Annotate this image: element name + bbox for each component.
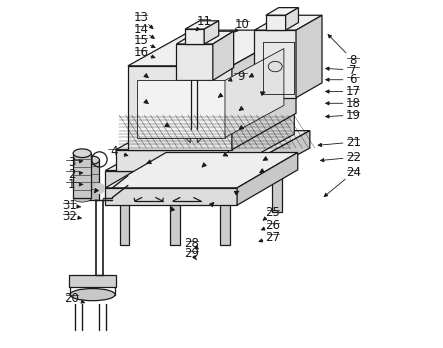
Polygon shape <box>176 31 233 44</box>
Text: 15: 15 <box>134 34 148 47</box>
Polygon shape <box>296 15 322 98</box>
Polygon shape <box>185 29 204 44</box>
Polygon shape <box>286 8 299 30</box>
Polygon shape <box>225 48 284 137</box>
Polygon shape <box>105 171 237 188</box>
Circle shape <box>94 183 105 194</box>
Text: 8: 8 <box>350 54 357 67</box>
Polygon shape <box>232 30 296 150</box>
Text: 16: 16 <box>134 46 148 59</box>
Ellipse shape <box>70 288 115 301</box>
Polygon shape <box>197 127 202 143</box>
Text: 17: 17 <box>346 85 361 98</box>
Text: 7: 7 <box>350 64 357 77</box>
Polygon shape <box>170 188 179 245</box>
Polygon shape <box>176 44 213 80</box>
Text: 21: 21 <box>346 136 361 149</box>
Polygon shape <box>128 30 296 66</box>
Text: 18: 18 <box>346 97 361 110</box>
Text: 27: 27 <box>265 231 280 244</box>
Polygon shape <box>237 130 310 188</box>
Text: 1: 1 <box>68 178 75 191</box>
Text: 28: 28 <box>185 237 199 250</box>
Polygon shape <box>220 188 230 245</box>
Ellipse shape <box>82 156 100 165</box>
Polygon shape <box>204 21 219 44</box>
Text: 6: 6 <box>350 73 357 86</box>
Ellipse shape <box>73 149 91 158</box>
Text: 9: 9 <box>237 70 244 83</box>
Polygon shape <box>266 8 299 15</box>
Ellipse shape <box>268 61 282 72</box>
Text: 4: 4 <box>110 145 118 158</box>
Polygon shape <box>213 31 233 80</box>
Polygon shape <box>105 152 298 188</box>
Polygon shape <box>180 124 208 130</box>
Text: 19: 19 <box>346 109 361 121</box>
Text: 20: 20 <box>64 292 79 304</box>
Text: 2: 2 <box>68 167 75 181</box>
Text: 3: 3 <box>68 156 75 169</box>
Text: 25: 25 <box>265 206 280 219</box>
Polygon shape <box>266 15 286 30</box>
Text: 31: 31 <box>62 199 77 212</box>
Text: 26: 26 <box>265 219 280 232</box>
Polygon shape <box>254 30 296 98</box>
Polygon shape <box>128 66 232 150</box>
Polygon shape <box>116 150 229 171</box>
Polygon shape <box>185 21 219 29</box>
Ellipse shape <box>73 195 91 202</box>
Polygon shape <box>136 80 225 137</box>
Polygon shape <box>120 188 129 245</box>
Text: 10: 10 <box>235 18 250 31</box>
Text: 11: 11 <box>197 15 212 28</box>
Polygon shape <box>254 15 322 30</box>
Polygon shape <box>73 153 91 198</box>
Polygon shape <box>272 155 282 212</box>
Text: 13: 13 <box>134 11 148 24</box>
Text: 29: 29 <box>185 247 199 260</box>
Polygon shape <box>105 130 310 171</box>
Text: 24: 24 <box>346 166 361 179</box>
Polygon shape <box>116 113 294 150</box>
Polygon shape <box>69 275 116 287</box>
Polygon shape <box>105 188 237 205</box>
Polygon shape <box>229 113 294 171</box>
Text: 32: 32 <box>62 210 77 223</box>
Polygon shape <box>185 127 190 143</box>
Polygon shape <box>237 152 298 205</box>
Polygon shape <box>82 160 100 200</box>
Text: 22: 22 <box>346 151 361 164</box>
Text: 14: 14 <box>134 23 148 35</box>
